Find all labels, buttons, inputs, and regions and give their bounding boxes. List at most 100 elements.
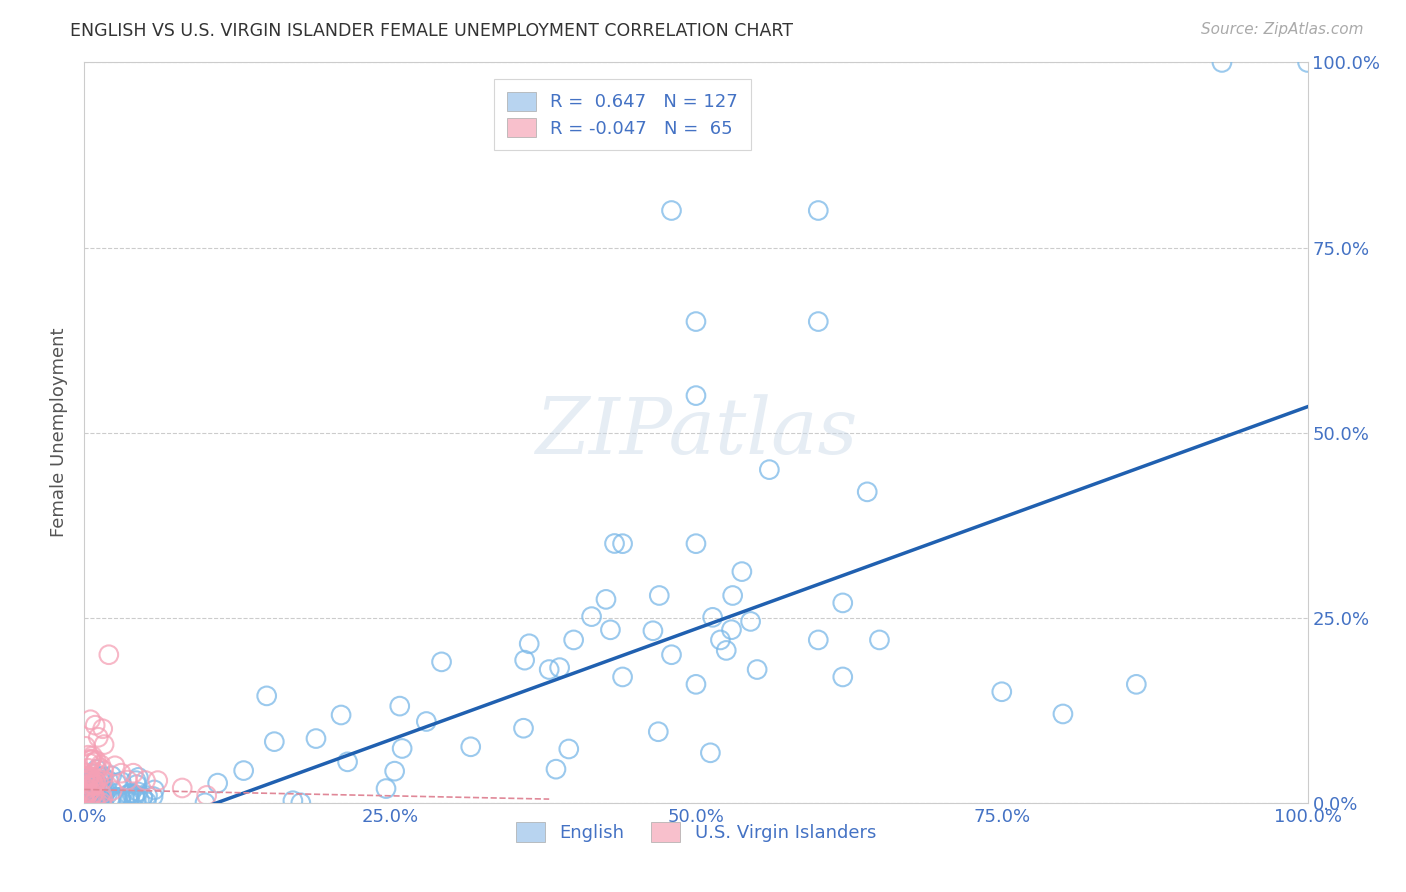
Point (82, 786, 104, 800)
Point (76, 781, 98, 796)
Point (1296, 55, 1319, 70)
Point (75, 786, 97, 800)
Point (89, 789, 111, 804)
Point (77, 786, 100, 800)
Point (721, 589, 744, 603)
Point (548, 660, 571, 674)
Point (82, 775, 104, 789)
Point (76, 788, 98, 802)
Point (96, 788, 118, 802)
Point (90, 757, 112, 772)
Point (76, 786, 98, 800)
Text: ZIPatlas: ZIPatlas (534, 394, 858, 471)
Point (117, 773, 139, 788)
Point (77, 769, 100, 783)
Point (685, 314, 707, 328)
Point (90, 780, 112, 794)
Point (110, 795, 132, 809)
Point (80, 783, 103, 797)
Point (807, 314, 830, 328)
Point (79, 782, 101, 797)
Point (84, 796, 107, 810)
Point (87, 731, 110, 745)
Point (131, 790, 153, 805)
Point (124, 790, 146, 805)
Point (122, 766, 145, 780)
Point (110, 791, 132, 805)
Point (80, 772, 103, 786)
Point (172, 780, 194, 795)
Point (77, 772, 100, 787)
Point (146, 773, 169, 788)
Point (89, 761, 111, 775)
Point (87, 791, 110, 805)
Point (73, 792, 96, 806)
Point (73, 783, 96, 797)
Point (232, 764, 254, 778)
Point (685, 677, 707, 691)
Point (661, 203, 683, 218)
Point (128, 793, 150, 807)
Point (661, 648, 683, 662)
Point (517, 637, 540, 651)
Point (73, 770, 96, 784)
Point (73, 770, 96, 784)
Point (647, 724, 669, 739)
Point (375, 781, 398, 796)
Point (90, 795, 112, 809)
Point (118, 787, 141, 801)
Point (758, 462, 780, 476)
Point (856, 484, 879, 499)
Point (685, 388, 707, 402)
Point (82, 778, 104, 792)
Point (127, 770, 149, 784)
Point (84, 796, 107, 810)
Point (80, 780, 103, 794)
Point (104, 793, 127, 807)
Point (76, 777, 98, 791)
Point (135, 773, 157, 788)
Point (79, 752, 101, 766)
Point (207, 776, 229, 790)
Point (77, 776, 100, 790)
Point (84, 787, 107, 801)
Point (558, 742, 581, 756)
Point (75, 786, 97, 800)
Point (93, 738, 115, 752)
Point (807, 203, 830, 218)
Point (91, 769, 114, 783)
Point (388, 699, 411, 714)
Point (562, 632, 585, 647)
Point (384, 764, 406, 779)
Point (77, 795, 100, 809)
Point (82, 789, 104, 803)
Point (87, 773, 110, 788)
Point (648, 589, 671, 603)
Point (101, 783, 124, 797)
Point (1125, 677, 1147, 691)
Point (80, 794, 103, 808)
Point (709, 632, 731, 647)
Point (83, 779, 105, 793)
Point (747, 663, 769, 677)
Point (75, 739, 97, 754)
Point (90, 774, 112, 789)
Point (84, 780, 107, 794)
Point (731, 565, 754, 579)
Point (118, 795, 141, 809)
Point (740, 615, 762, 629)
Point (100, 769, 122, 783)
Point (73, 773, 96, 788)
Point (702, 610, 724, 624)
Point (125, 778, 148, 792)
Point (685, 536, 707, 550)
Point (83, 796, 105, 810)
Point (127, 785, 149, 799)
Point (93, 788, 115, 802)
Point (97, 648, 120, 662)
Point (136, 789, 159, 803)
Point (807, 632, 830, 647)
Point (83, 778, 105, 792)
Point (305, 731, 328, 746)
Point (73, 773, 96, 788)
